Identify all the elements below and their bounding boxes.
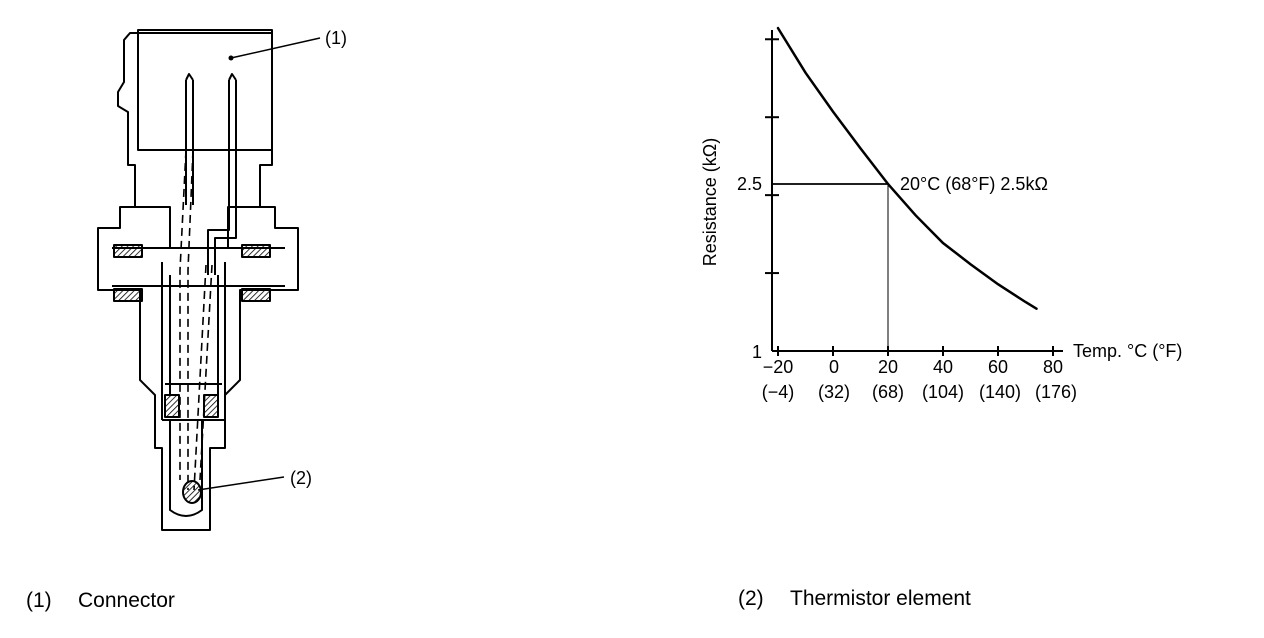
x-tick-label-c-0: 0	[829, 357, 839, 377]
seal-right-lower	[241, 288, 271, 302]
seal-left-upper	[113, 244, 143, 258]
x-tick-label-c-neg20: −20	[763, 357, 794, 377]
resistance-chart: Resistance (kΩ) 1 2.5 Temp. °C (°F) −20 …	[700, 26, 1182, 402]
y-tick-label-1: 1	[752, 342, 762, 362]
caption-thermistor-element: (2) Thermistor element	[738, 587, 971, 611]
reference-lines	[772, 183, 889, 351]
reference-annotation: 20°C (68°F) 2.5kΩ	[900, 174, 1048, 194]
body-shoulder	[135, 206, 260, 248]
x-tick-label-c-60: 60	[988, 357, 1008, 377]
x-tick-label-f-68: (68)	[872, 382, 904, 402]
terminal-pin-right	[207, 73, 237, 275]
caption-label: Connector	[78, 589, 175, 612]
terminal-pin-left	[185, 73, 194, 205]
thermistor-element	[182, 480, 202, 504]
leader-line-2	[197, 476, 285, 491]
callout-label-1: (1)	[325, 28, 347, 48]
insulator-right	[203, 394, 219, 418]
x-axis-ticks	[777, 346, 1054, 356]
leader-line-1	[230, 37, 321, 59]
inner-sleeve	[161, 262, 226, 420]
y-tick-label-2-5: 2.5	[737, 174, 762, 194]
callout-label-2: (2)	[290, 468, 312, 488]
probe-tube	[169, 420, 203, 517]
x-tick-label-f-176: (176)	[1035, 382, 1077, 402]
sensor-cross-section	[97, 29, 321, 531]
y-axis-label: Resistance (kΩ)	[700, 138, 720, 267]
sensor-body-outline	[97, 32, 299, 531]
lead-wire-left	[179, 149, 194, 490]
caption-number: (1)	[26, 589, 52, 612]
x-tick-label-f-32: (32)	[818, 382, 850, 402]
seal-left-lower	[113, 288, 143, 302]
insulator-left	[164, 394, 180, 418]
y-axis-ticks	[765, 38, 779, 275]
x-tick-label-c-80: 80	[1043, 357, 1063, 377]
x-tick-label-c-40: 40	[933, 357, 953, 377]
connector-housing	[137, 29, 273, 151]
x-axis-label: Temp. °C (°F)	[1073, 341, 1182, 361]
x-tick-label-f-104: (104)	[922, 382, 964, 402]
seal-right-upper	[241, 244, 271, 258]
x-tick-label-c-20: 20	[878, 357, 898, 377]
x-tick-label-f-neg4: (−4)	[762, 382, 795, 402]
lead-wire-right	[193, 264, 213, 491]
caption-label: Thermistor element	[790, 587, 971, 610]
caption-number: (2)	[738, 587, 764, 610]
x-tick-label-f-140: (140)	[979, 382, 1021, 402]
resistance-curve	[776, 26, 1038, 310]
caption-connector: (1) Connector	[26, 589, 175, 613]
chart-axes	[771, 30, 1063, 352]
